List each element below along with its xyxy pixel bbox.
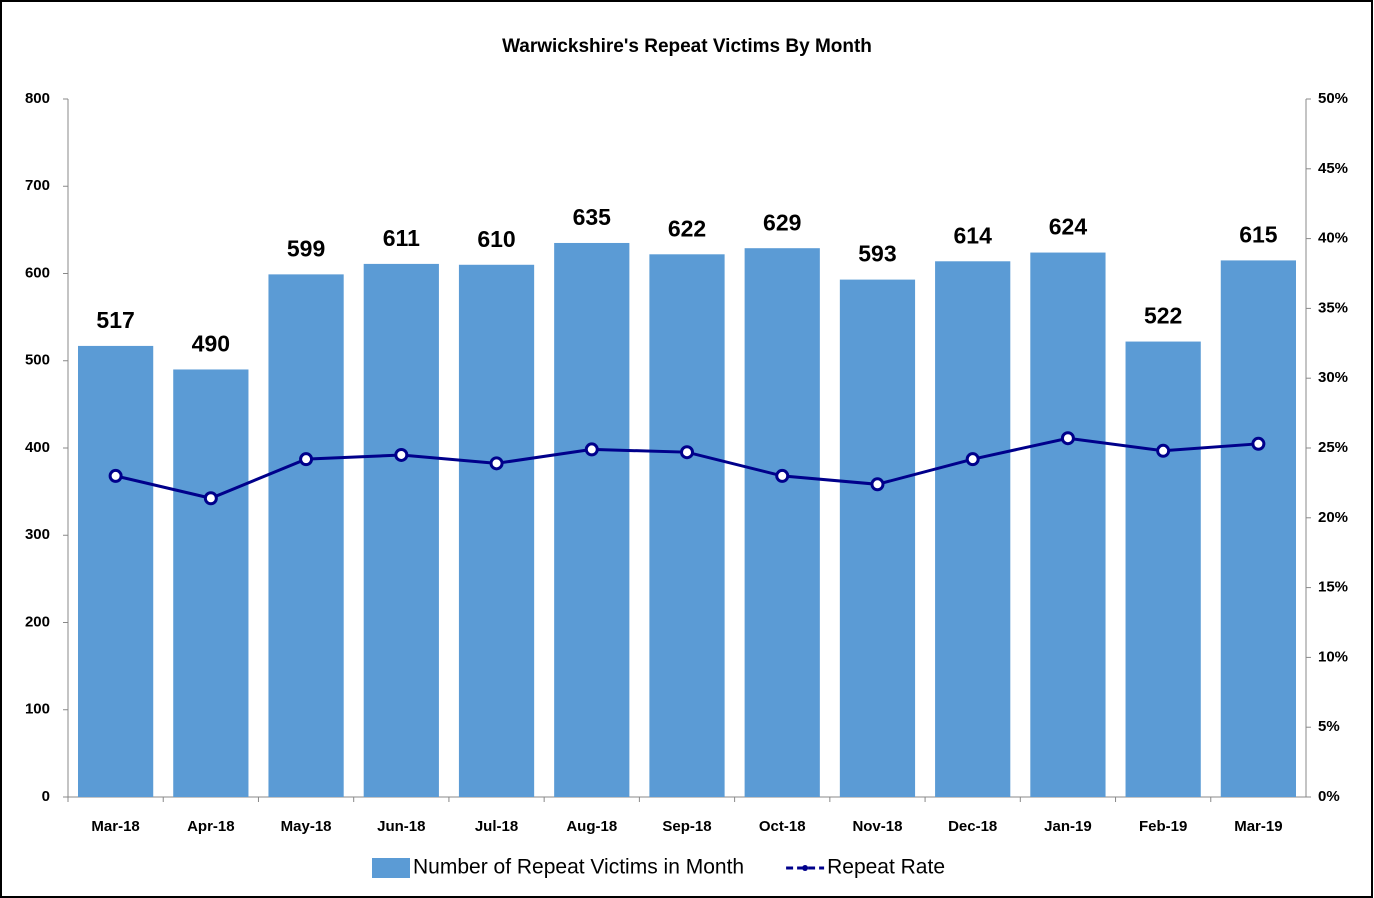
y2-tick-label: 40% bbox=[1318, 230, 1348, 247]
bar bbox=[1030, 252, 1106, 797]
x-tick-label: May-18 bbox=[281, 818, 332, 835]
data-label: 490 bbox=[192, 331, 230, 357]
x-tick-label: Apr-18 bbox=[187, 818, 235, 835]
y2-tick-label: 45% bbox=[1318, 160, 1348, 177]
y-tick-label: 100 bbox=[25, 701, 50, 718]
legend-swatch bbox=[372, 858, 410, 878]
line-marker bbox=[299, 452, 314, 467]
legend-label: Number of Repeat Victims in Month bbox=[413, 856, 744, 879]
x-tick-label: Oct-18 bbox=[759, 818, 806, 835]
bar bbox=[649, 254, 725, 797]
y2-tick-label: 0% bbox=[1318, 788, 1340, 805]
bar bbox=[1125, 341, 1201, 797]
line-marker bbox=[108, 468, 123, 483]
bar bbox=[77, 345, 154, 797]
y-tick-label: 0 bbox=[42, 788, 50, 805]
data-label: 615 bbox=[1239, 221, 1278, 247]
y2-tick-label: 10% bbox=[1318, 648, 1348, 665]
line-marker bbox=[394, 447, 409, 462]
data-label: 522 bbox=[1144, 303, 1182, 329]
x-tick-label: Dec-18 bbox=[948, 818, 997, 835]
chart-title: Warwickshire's Repeat Victims By Month bbox=[502, 36, 872, 57]
data-label: 624 bbox=[1049, 214, 1088, 240]
x-tick-label: Aug-18 bbox=[566, 818, 617, 835]
legend-swatch bbox=[802, 865, 809, 871]
y-tick-label: 300 bbox=[25, 526, 50, 543]
x-tick-label: Feb-19 bbox=[1139, 818, 1187, 835]
bar bbox=[1220, 260, 1297, 798]
line-marker bbox=[775, 468, 790, 483]
y2-tick-label: 30% bbox=[1318, 369, 1348, 386]
bar bbox=[458, 264, 535, 797]
line-marker bbox=[203, 491, 218, 506]
data-label: 517 bbox=[96, 307, 134, 333]
y2-tick-label: 20% bbox=[1318, 509, 1348, 526]
data-label: 611 bbox=[383, 225, 420, 251]
x-tick-label: Mar-19 bbox=[1234, 818, 1282, 835]
line-marker bbox=[1156, 443, 1171, 458]
line-marker bbox=[870, 477, 885, 492]
y-tick-label: 800 bbox=[25, 90, 50, 107]
legend-label: Repeat Rate bbox=[827, 856, 945, 879]
y-tick-label: 700 bbox=[25, 177, 50, 194]
x-tick-label: Sep-18 bbox=[662, 818, 711, 835]
bar bbox=[935, 261, 1011, 797]
data-label: 635 bbox=[573, 204, 612, 230]
line-marker bbox=[584, 442, 599, 457]
bar bbox=[744, 248, 820, 797]
bar bbox=[363, 263, 439, 798]
y-tick-label: 600 bbox=[25, 264, 50, 281]
y-tick-label: 400 bbox=[25, 439, 50, 456]
bar bbox=[268, 274, 344, 797]
data-label: 622 bbox=[668, 215, 706, 241]
line-marker bbox=[965, 452, 980, 467]
bar bbox=[173, 369, 249, 797]
data-label: 629 bbox=[763, 209, 801, 235]
y2-tick-label: 50% bbox=[1318, 90, 1348, 107]
x-tick-label: Nov-18 bbox=[852, 818, 902, 835]
x-tick-label: Jul-18 bbox=[475, 818, 518, 835]
data-label: 610 bbox=[477, 226, 515, 252]
y2-tick-label: 5% bbox=[1318, 718, 1340, 735]
bar bbox=[839, 279, 916, 797]
line-marker bbox=[489, 456, 504, 471]
y2-tick-label: 15% bbox=[1318, 579, 1348, 596]
data-label: 593 bbox=[858, 241, 896, 267]
x-tick-label: Mar-18 bbox=[91, 818, 139, 835]
bar bbox=[554, 242, 630, 797]
data-label: 599 bbox=[287, 235, 325, 261]
x-tick-label: Jun-18 bbox=[377, 818, 425, 835]
y2-tick-label: 35% bbox=[1318, 299, 1348, 316]
line-marker bbox=[680, 445, 694, 460]
y-tick-label: 500 bbox=[25, 352, 50, 369]
x-tick-label: Jan-19 bbox=[1044, 818, 1092, 835]
data-label: 614 bbox=[954, 222, 993, 248]
line-marker bbox=[1060, 431, 1075, 446]
line-marker bbox=[1251, 436, 1266, 451]
y2-tick-label: 25% bbox=[1318, 439, 1348, 456]
y-tick-label: 200 bbox=[25, 613, 50, 630]
